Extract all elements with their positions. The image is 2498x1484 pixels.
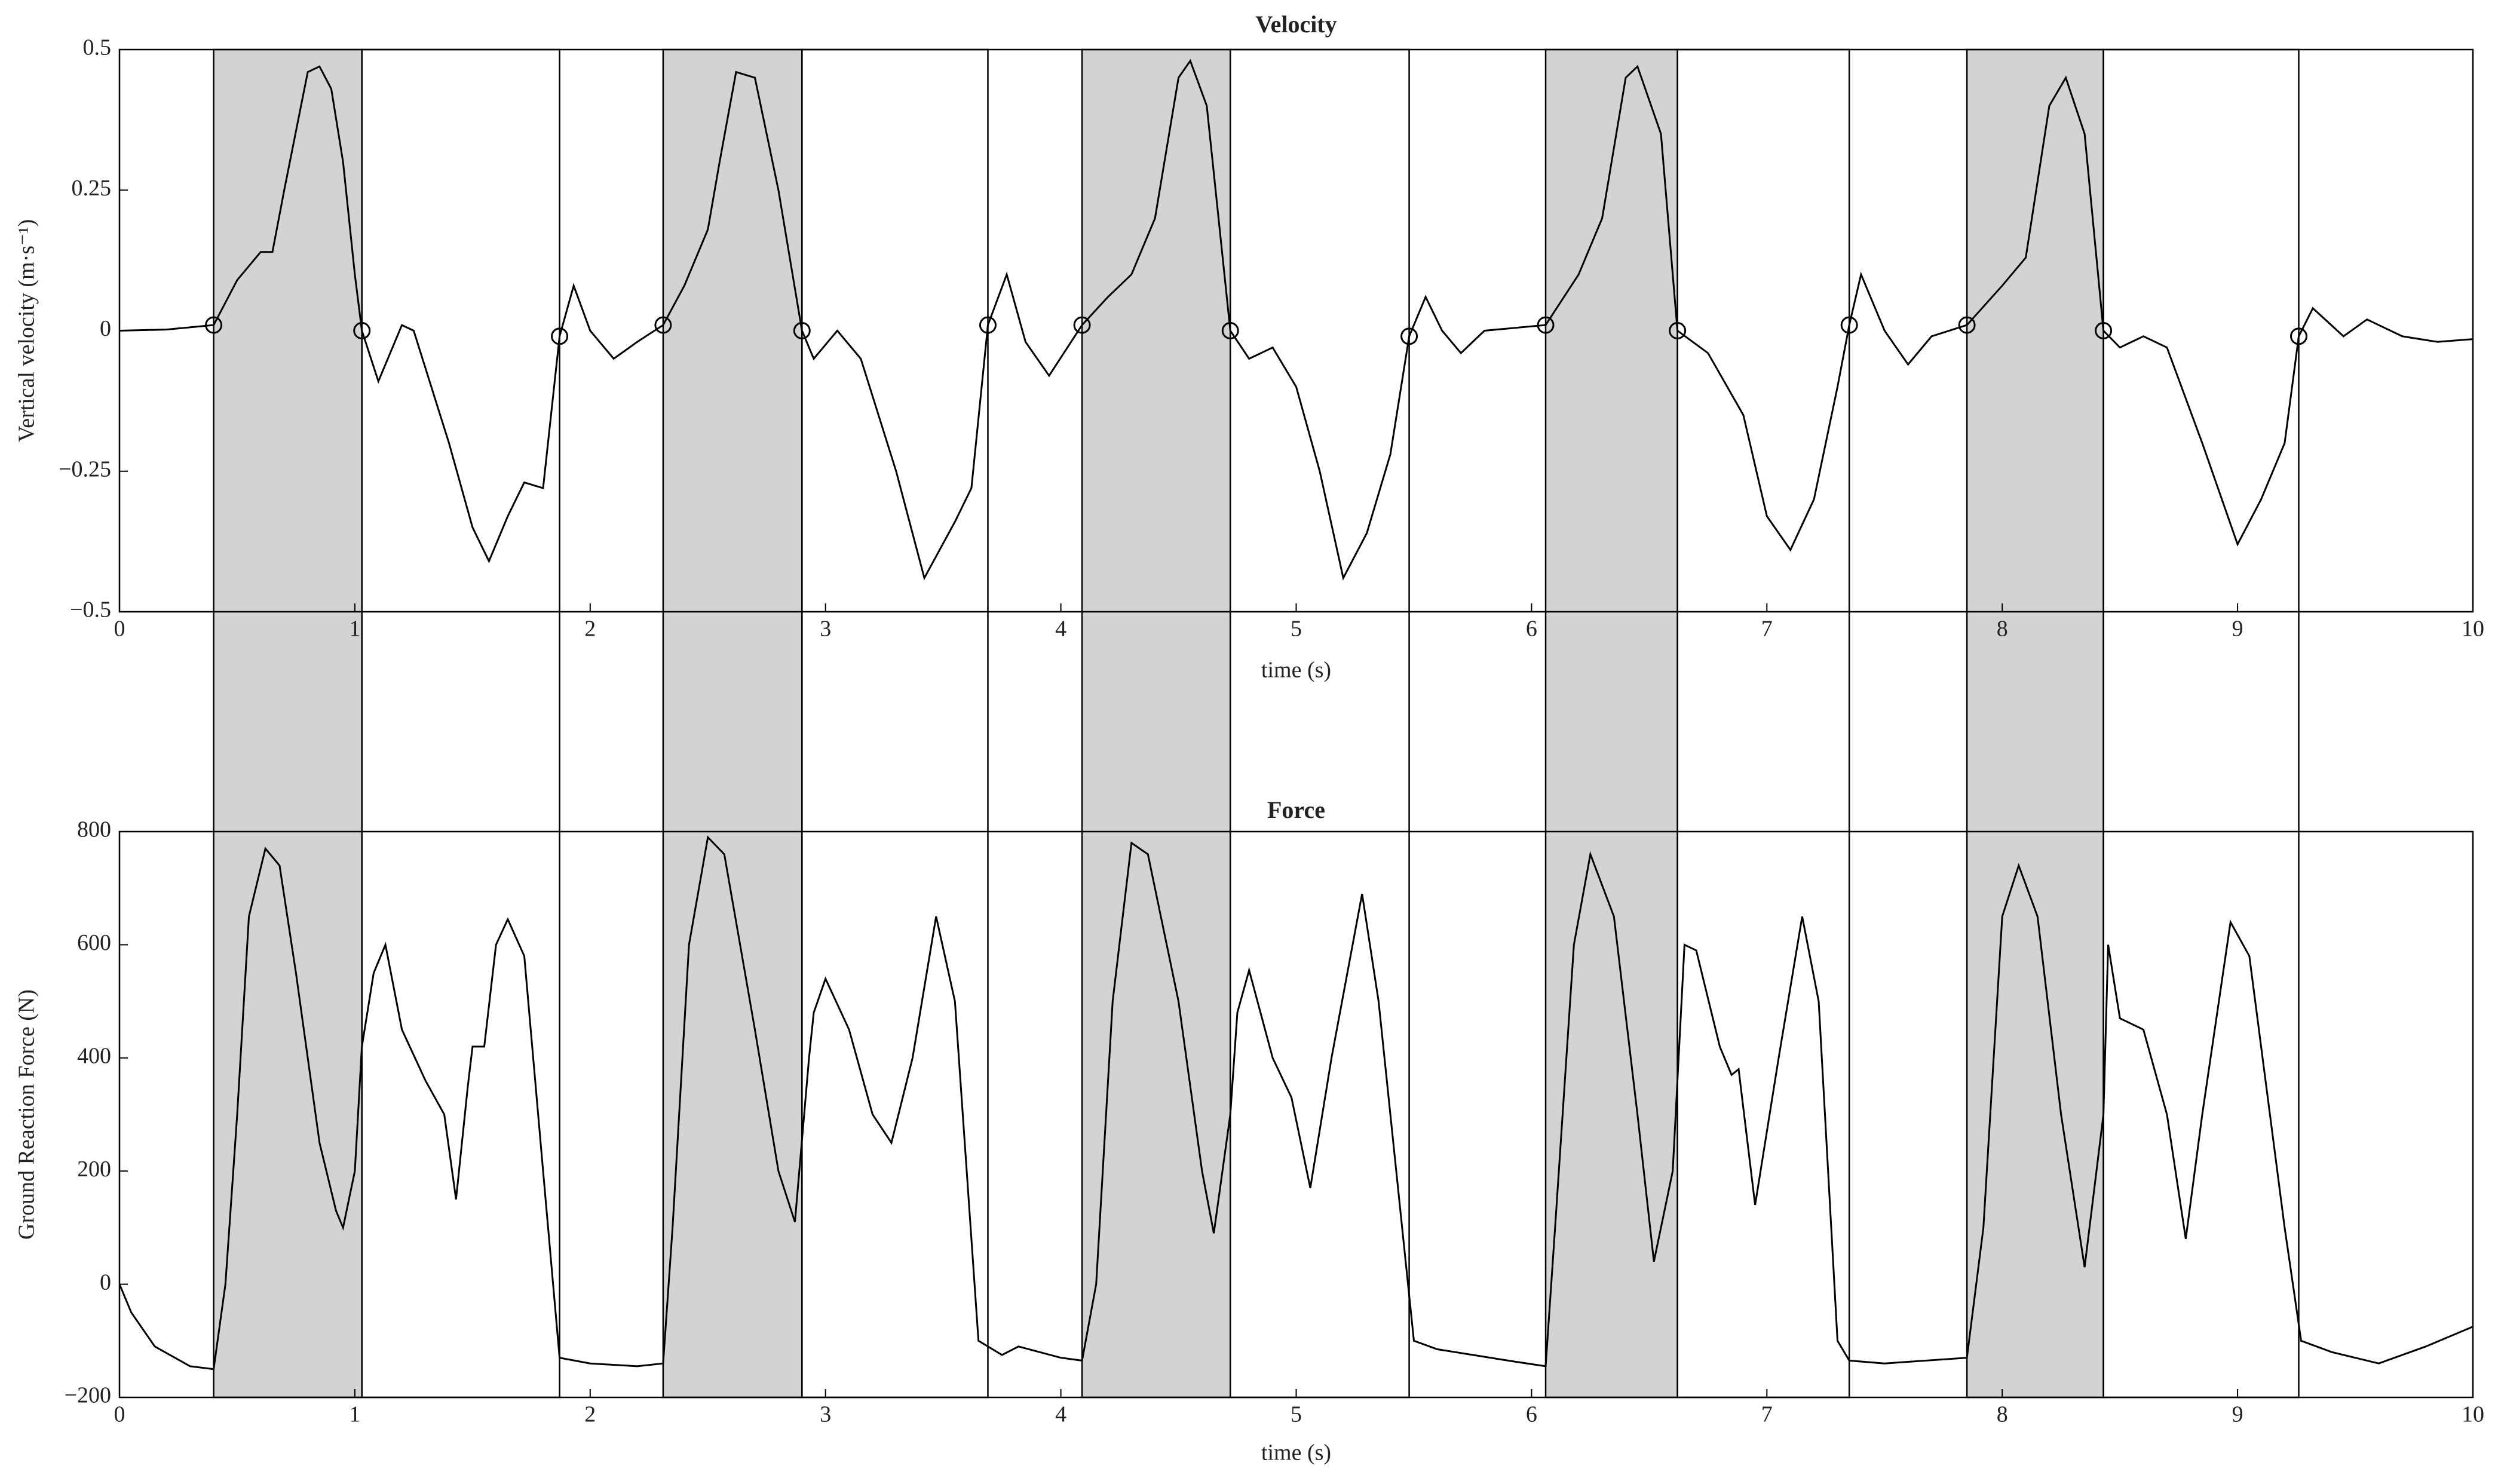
y-tick-label: 0.25 [72,176,112,201]
chart-title: Velocity [1255,11,1337,38]
x-tick-label: 5 [1291,1402,1302,1427]
event-marker [205,316,223,334]
y-axis-label: Vertical velocity (m·s⁻¹) [14,219,39,442]
y-tick-label: 0.5 [83,35,112,60]
event-marker [979,316,997,334]
x-tick-label: 7 [1761,617,1773,642]
data-line [118,835,2474,1370]
y-tick-label: −200 [65,1383,111,1408]
x-tick-label: 9 [2232,617,2243,642]
x-tick-label: 8 [1997,617,2008,642]
phase-box [361,48,560,1399]
event-marker [654,316,672,334]
x-tick-label: 4 [1055,617,1066,642]
phase-box [1229,48,1410,1399]
event-marker [1400,327,1418,345]
shaded-phase [1966,48,2104,1399]
y-tick-label: −0.5 [70,597,111,623]
shaded-phase [213,48,363,1399]
event-marker [1221,322,1239,339]
event-marker [1669,322,1687,339]
event-marker [2095,322,2113,339]
shaded-phase [662,48,803,1399]
x-tick-label: 1 [349,617,360,642]
event-marker [1840,316,1858,334]
event-marker [1958,316,1976,334]
chart-title: Force [1267,796,1325,823]
x-tick-label: 3 [820,1402,831,1427]
event-marker [2290,327,2308,345]
x-tick-label: 0 [114,617,125,642]
x-axis-label: time (s) [1261,658,1331,683]
y-tick-label: 0 [100,1270,111,1295]
x-tick-label: 10 [2462,617,2484,642]
x-tick-label: 9 [2232,1402,2243,1427]
event-marker [551,327,569,345]
x-tick-label: 8 [1997,1402,2008,1427]
x-axis-label: time (s) [1261,1440,1331,1465]
x-tick-label: 10 [2462,1402,2484,1427]
x-tick-label: 4 [1055,1402,1066,1427]
x-tick-label: 3 [820,617,831,642]
x-tick-label: 2 [584,617,596,642]
x-tick-label: 7 [1761,1402,1773,1427]
y-tick-label: −0.25 [59,456,111,482]
event-marker [1537,316,1555,334]
shaded-phase [1544,48,1678,1399]
data-line [119,59,2474,581]
x-tick-label: 6 [1526,1402,1537,1427]
y-axis-label: Ground Reaction Force (N) [14,989,39,1240]
y-tick-label: 600 [77,930,111,955]
y-tick-label: 0 [100,316,111,341]
event-marker [353,322,371,339]
x-tick-label: 0 [114,1402,125,1427]
x-tick-label: 6 [1526,617,1537,642]
phase-box [1676,48,1850,1399]
plot-frame [118,830,2474,1399]
x-tick-label: 5 [1291,617,1302,642]
x-tick-label: 1 [349,1402,360,1427]
y-tick-label: 800 [77,817,111,842]
y-tick-label: 200 [77,1157,111,1182]
event-marker [1073,316,1091,334]
phase-box [801,48,989,1399]
event-marker [793,322,811,339]
x-tick-label: 2 [584,1402,596,1427]
shaded-phase [1081,48,1231,1399]
y-tick-label: 400 [77,1044,111,1069]
phase-box [2102,48,2300,1399]
